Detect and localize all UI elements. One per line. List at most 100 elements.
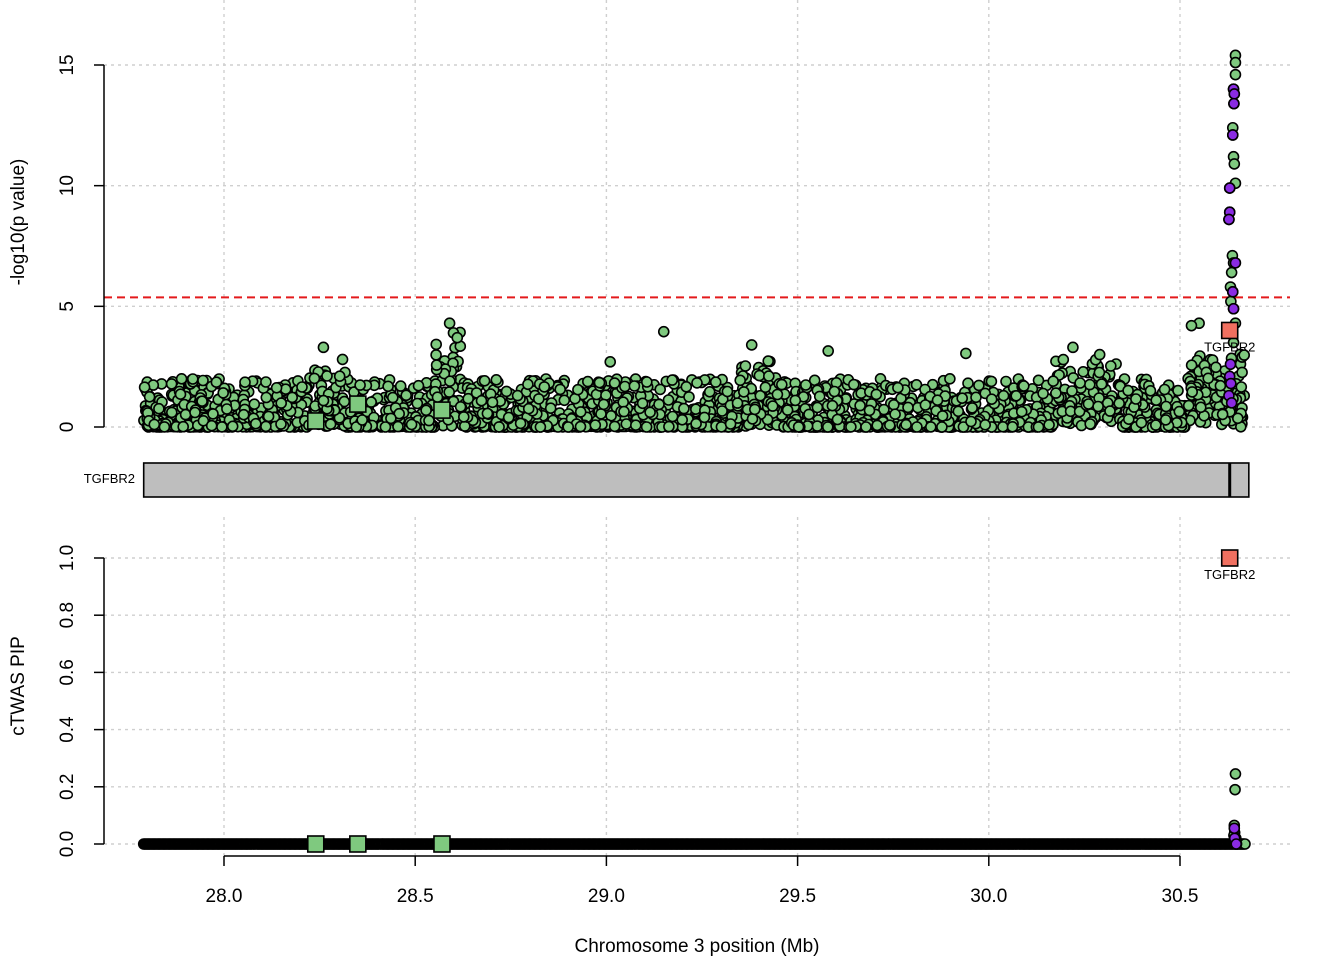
snp-point [1084,418,1096,430]
snp-point [554,383,567,396]
snp-point [478,374,491,387]
gene-track-label: TGFBR2 [84,471,135,486]
snp-point [1236,366,1248,379]
snp-point [636,397,649,410]
credible-snp-point [1228,88,1241,100]
snp-point [1144,384,1157,397]
snp-point [828,385,841,398]
snp-point [1185,319,1198,332]
snp-point [189,406,201,419]
snp-point [759,381,772,394]
snp-point [1195,401,1207,414]
snp-point [662,394,675,406]
snp-point [680,380,693,393]
snp-point [745,339,758,351]
snp-point [166,406,178,419]
snp-point [1093,366,1106,379]
snp-point [676,413,689,426]
snp-point [863,404,876,417]
credible-snp-point [1229,257,1242,269]
snp-point [771,388,784,401]
snp-point [562,421,575,433]
snp-point [1186,386,1198,398]
gene-body [142,462,1250,498]
snp-point [1232,412,1244,425]
top-y-axis-title: -log10(p value) [8,159,29,286]
snp-point [965,415,977,428]
top-y-tick-label: 0 [57,422,78,433]
snp-point [174,388,187,401]
x-tick-label: 30.0 [970,886,1007,907]
gene-marker [433,401,451,419]
snp-point [709,376,722,388]
x-axis-title: Chromosome 3 position (Mb) [575,936,820,957]
snp-point [766,400,779,412]
snp-point [617,396,630,409]
snp-point [683,391,695,403]
snp-point [600,389,612,402]
credible-snp-point [1228,97,1240,110]
credible-snp-point [1223,213,1235,226]
credible-snp-point [1226,129,1239,141]
snp-point [821,421,834,433]
credible-snp-pip-point [1230,838,1243,850]
snp-point [889,408,901,421]
snp-point [654,383,667,396]
top-y-tick-label: 15 [57,54,78,75]
snp-point [826,399,839,412]
snp-point [321,370,333,382]
snp-point [721,385,734,398]
snp-point [753,369,766,382]
snp-point [931,394,944,407]
snp-point [522,402,535,415]
gene-pip-marker [1220,549,1239,567]
snp-point [534,421,547,433]
snp-point [799,379,812,391]
snp-point [217,387,229,399]
snp-point [382,380,394,393]
x-tick-label: 29.0 [588,886,625,907]
snp-point [666,410,679,423]
bottom-y-tick-label: 0.8 [57,602,78,628]
snp-point [394,380,407,392]
snp-point [997,420,1009,433]
snp-point [589,419,602,431]
snp-point [803,408,815,421]
snp-point [966,402,979,414]
snp-point [860,421,872,433]
snp-point [430,359,443,371]
credible-snp-point [1224,358,1237,371]
snp-point [618,405,630,418]
snp-point [597,398,610,411]
snp-point [558,394,571,407]
snp-point [754,389,767,402]
snp-point [775,378,788,391]
snp-point [952,405,965,418]
bottom-y-tick-label: 0.6 [57,659,78,685]
snp-point [956,392,969,405]
snp-point [604,356,617,368]
snp-point [400,389,413,402]
x-tick-label: 28.5 [397,886,434,907]
snp-point [196,395,208,408]
snp-point [703,385,716,398]
snp-point [1185,359,1198,372]
x-tick-label: 28.0 [206,886,243,907]
snp-point [177,420,189,433]
snp-point [336,353,349,366]
snp-point [619,380,631,393]
snp-point [430,349,442,361]
snp-point [997,389,1010,402]
snp-point [1067,341,1079,354]
snp-point [1047,375,1059,388]
snp-point [936,421,948,433]
snp-point [1229,68,1242,81]
snp-point [1000,375,1012,388]
snp-point [1229,56,1242,69]
snp-point [493,421,505,433]
snp-point [308,372,321,385]
snp-point [431,391,444,404]
snp-point [1158,383,1171,396]
